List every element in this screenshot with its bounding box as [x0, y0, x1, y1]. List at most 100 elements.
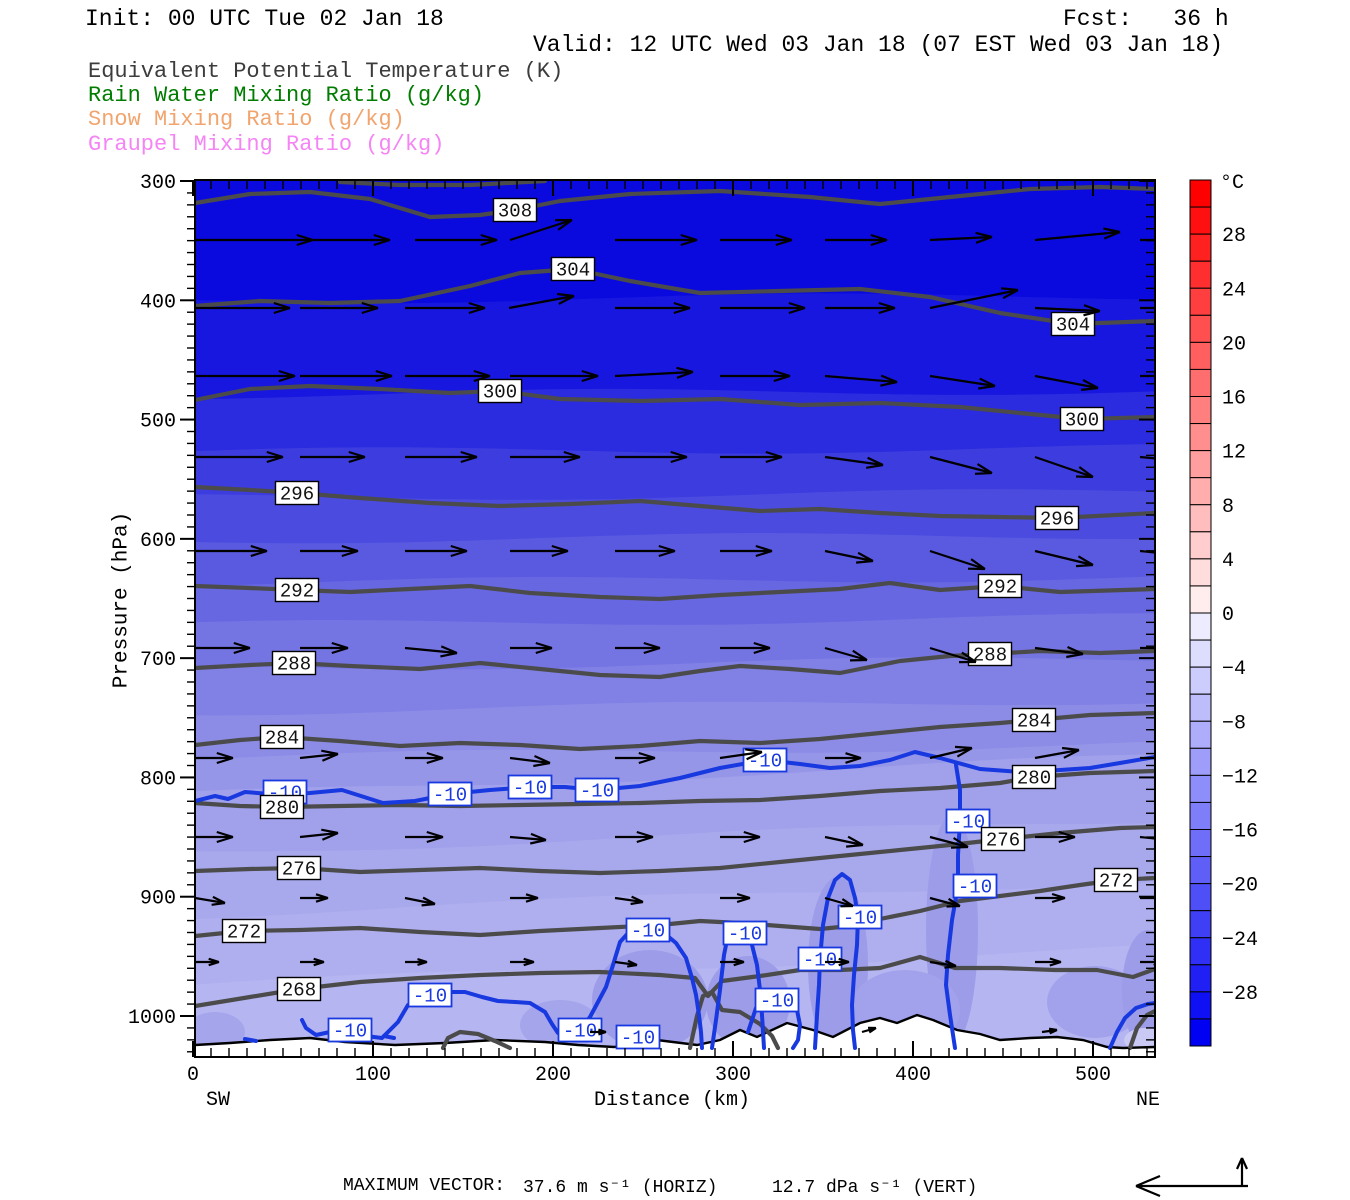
svg-text:296: 296 — [1040, 509, 1074, 531]
wind-vector — [1034, 645, 1084, 659]
wind-vector — [1035, 892, 1066, 904]
colorbar-tick-label: 8 — [1222, 496, 1234, 519]
max-vector-horiz-value: 37.6 m s⁻¹ (HORIZ) — [523, 1178, 718, 1198]
max-vector-label: MAXIMUM VECTOR: — [343, 1176, 506, 1196]
wind-vector — [405, 301, 486, 315]
theta-e-label-276: 276 — [276, 855, 322, 881]
svg-text:296: 296 — [280, 484, 314, 506]
theta-e-contour-280 — [195, 768, 1155, 810]
colorbar-cell — [1189, 341, 1212, 370]
svg-text:276: 276 — [986, 830, 1020, 852]
wind-vector — [1034, 746, 1080, 760]
svg-text:280: 280 — [265, 798, 299, 820]
theta-e-label-304: 304 — [550, 256, 596, 282]
theta-e-label-308: 308 — [492, 197, 538, 223]
legend-snow: Snow Mixing Ratio (g/kg) — [88, 107, 405, 132]
minus10-label: -10 — [742, 747, 788, 773]
temperature-shading — [195, 180, 1155, 1057]
svg-text:-10: -10 — [748, 751, 782, 773]
minus10-label: -10 — [722, 920, 768, 946]
wind-vector — [510, 544, 569, 558]
terrain-surface-line — [195, 1013, 1155, 1050]
colorbar-tick-label: −20 — [1222, 875, 1258, 898]
wind-vector — [300, 957, 325, 967]
theta-e-label-296: 296 — [1034, 505, 1080, 531]
colorbar-cell — [1189, 666, 1212, 695]
wind-vector — [300, 641, 349, 655]
wind-vector — [929, 549, 986, 571]
wind-vector — [404, 896, 436, 907]
colorbar-tick-label: 28 — [1222, 225, 1246, 248]
svg-text:-10: -10 — [631, 921, 665, 943]
minus10-label: -10 — [615, 1024, 661, 1050]
colorbar-cell — [1189, 991, 1212, 1020]
minus10-label: -10 — [407, 982, 453, 1008]
minus10-contour-line — [813, 872, 860, 1050]
wind-vector — [720, 892, 751, 904]
svg-text:288: 288 — [277, 654, 311, 676]
minus10-label: -10 — [837, 904, 883, 930]
svg-text:-10: -10 — [433, 785, 467, 807]
wind-vector — [1034, 455, 1094, 479]
colorbar-tick-label: −28 — [1222, 983, 1258, 1006]
temperature-pocket — [1047, 966, 1143, 1038]
colorbar-cell — [1189, 639, 1212, 668]
x-tick-label: 200 — [535, 1064, 571, 1087]
wind-vector — [1140, 374, 1155, 378]
colorbar-cell — [1189, 585, 1212, 614]
theta-e-label-296: 296 — [274, 480, 320, 506]
colorbar-cell — [1189, 477, 1212, 506]
svg-text:-10: -10 — [563, 1021, 597, 1043]
wind-vector — [195, 450, 284, 464]
theta-e-contour-264 — [440, 1029, 513, 1051]
colorbar-tick-label: −4 — [1222, 658, 1246, 681]
theta-e-label-276: 276 — [980, 826, 1026, 852]
colorbar-cell — [1189, 720, 1212, 749]
wind-vector — [929, 455, 993, 475]
wind-vector — [1034, 374, 1099, 391]
svg-text:304: 304 — [1056, 315, 1090, 337]
wind-vector — [195, 895, 226, 906]
wind-vector — [720, 641, 771, 655]
minus10-contour-line — [382, 1034, 396, 1040]
wind-vector — [929, 835, 969, 849]
wind-vector — [1140, 957, 1155, 967]
wind-vector — [861, 1026, 877, 1034]
colorbar-cell — [1189, 693, 1212, 722]
minus10-label: -10 — [945, 808, 991, 834]
wind-vector — [719, 748, 763, 761]
colorbar-cell — [1189, 910, 1212, 939]
wind-vector — [615, 301, 691, 315]
colorbar-tick-label: 24 — [1222, 279, 1246, 302]
theta-e-contour-300 — [195, 383, 1155, 422]
theta-e-contour-296 — [195, 484, 1155, 521]
svg-text:292: 292 — [983, 577, 1017, 599]
wind-vector — [1140, 756, 1155, 760]
temperature-pocket — [1122, 930, 1155, 1050]
svg-text:268: 268 — [282, 980, 316, 1002]
forecast-hour-label: Fcst: 36 h — [1063, 6, 1229, 32]
minus10-label: -10 — [507, 774, 553, 800]
theta-e-label-284: 284 — [259, 724, 305, 750]
svg-text:-10: -10 — [580, 781, 614, 803]
minus10-contour-labels: -10 -10 -10 -10-10-10-10-10 -10-10-10-10-10-… — [262, 747, 998, 1050]
wind-vector — [300, 301, 379, 315]
wind-vector — [1034, 304, 1101, 317]
horizontal-reference-arrow — [1135, 1174, 1248, 1198]
minus10-label: -10 — [327, 1017, 373, 1043]
wind-vector — [929, 287, 1019, 310]
theta-e-contour-308 — [195, 184, 1155, 220]
wind-vector — [929, 231, 993, 244]
minus10-label: -10 — [557, 1017, 603, 1043]
wind-vector — [510, 369, 599, 383]
wind-vector — [508, 292, 575, 310]
max-vector-vert-value: 12.7 dPa s⁻¹ (VERT) — [772, 1178, 978, 1198]
theta-e-label-280: 280 — [259, 794, 305, 820]
wind-vector — [720, 450, 783, 464]
y-tick-label: 800 — [140, 768, 176, 791]
wind-vector — [824, 549, 874, 564]
wind-vector — [825, 752, 862, 764]
colorbar-tick-label: −12 — [1222, 766, 1258, 789]
wind-vector — [195, 957, 220, 967]
